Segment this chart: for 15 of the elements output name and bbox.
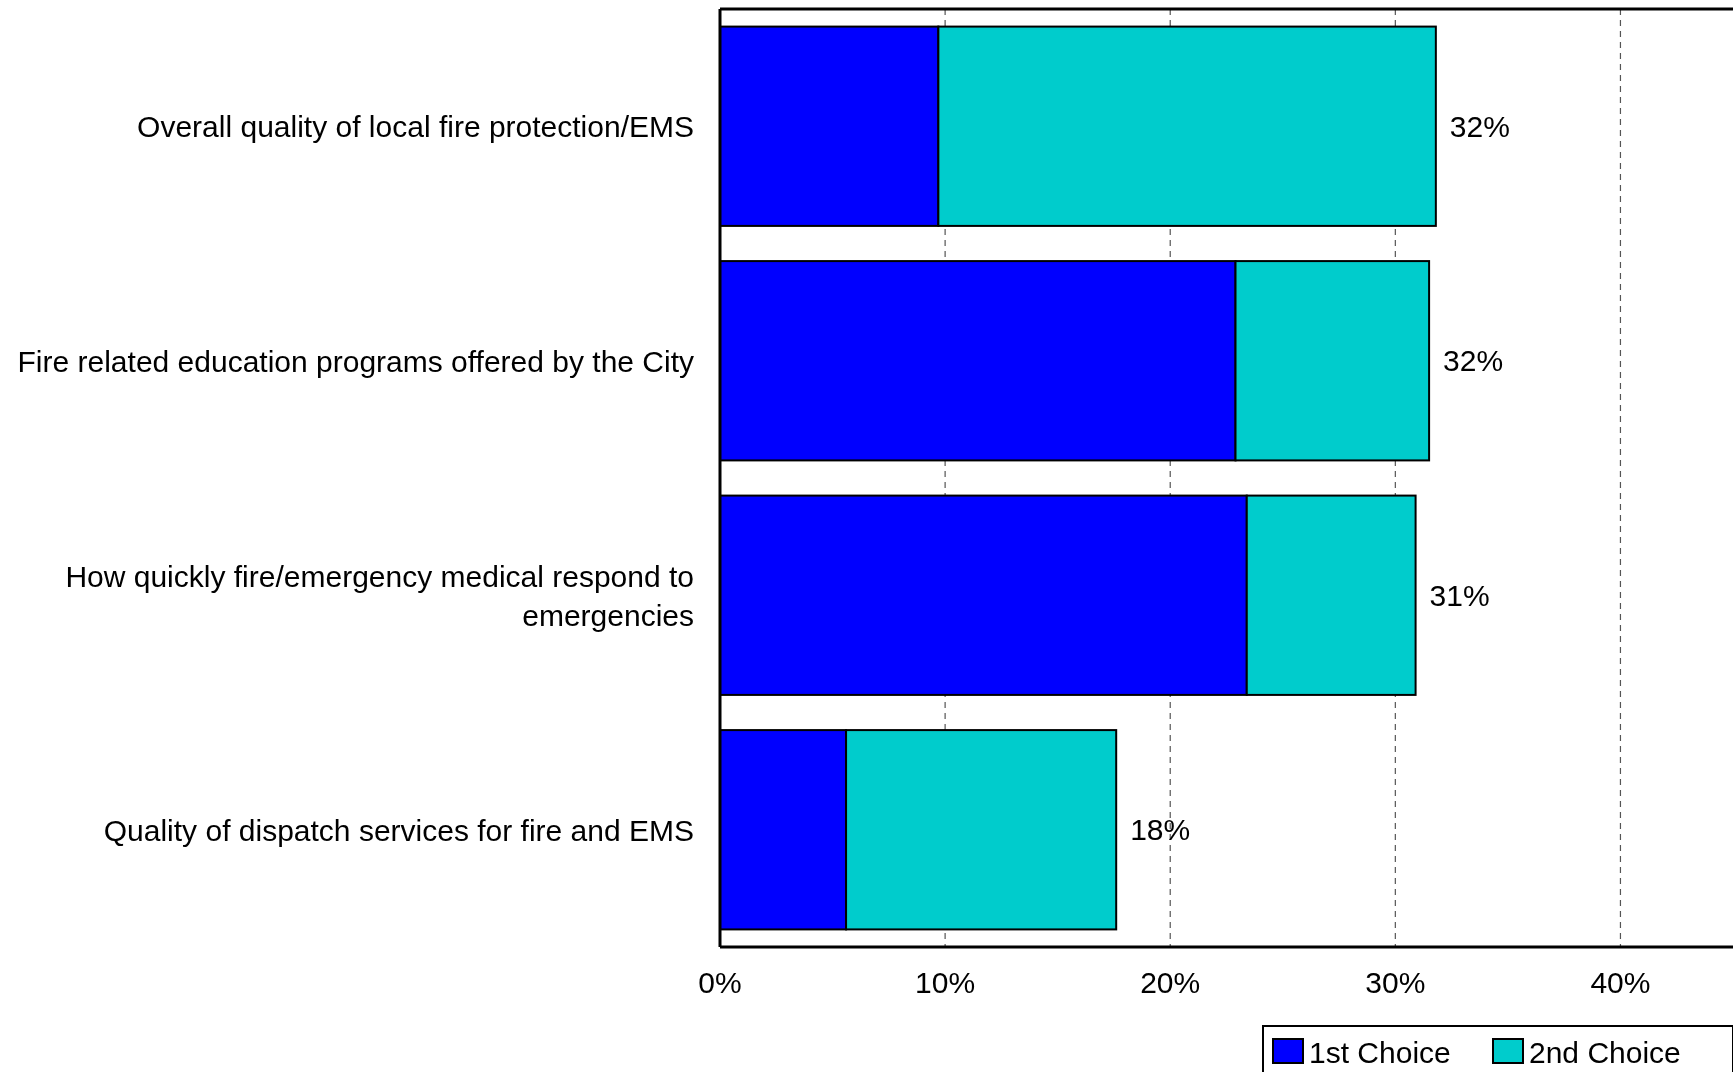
y-tick-label: Overall quality of local fire protection/EMS	[137, 109, 694, 143]
legend-label: 1st Choice	[1309, 1035, 1451, 1069]
x-tick-label: 0%	[698, 966, 742, 999]
x-tick-label: 20%	[1140, 966, 1201, 999]
total-label: 32%	[1443, 344, 1504, 378]
y-tick-label: Quality of dispatch services for fire and EMS	[103, 813, 694, 847]
total-label: 31%	[1429, 578, 1490, 612]
x-tick-label: 10%	[915, 966, 976, 999]
y-tick-label: How quickly fire/emergency medical respond to emergencies	[65, 559, 694, 632]
legend-label: 2nd Choice	[1529, 1035, 1681, 1069]
x-tick-label: 40%	[1590, 966, 1651, 999]
total-label: 18%	[1130, 813, 1191, 847]
y-tick-label: Fire related education programs offered by the City	[17, 344, 694, 378]
x-tick-label: 30%	[1365, 966, 1426, 999]
total-label: 32%	[1449, 109, 1510, 143]
